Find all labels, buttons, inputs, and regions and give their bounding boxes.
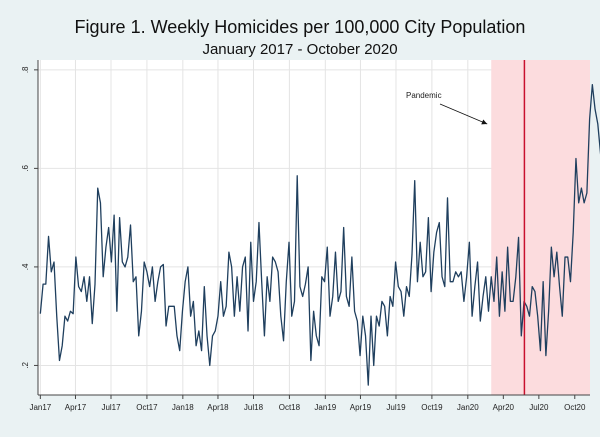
x-tick-label: Jan19 — [314, 403, 336, 412]
chart-title: Figure 1. Weekly Homicides per 100,000 C… — [75, 17, 526, 37]
y-tick-label: .6 — [21, 164, 30, 171]
x-tick-label: Jul20 — [529, 403, 549, 412]
x-tick-label: Jan17 — [29, 403, 51, 412]
annotation-pandemic-label: Pandemic — [406, 91, 442, 100]
x-tick-label: Jan20 — [457, 403, 479, 412]
axes: .2 .4 .6 .8 Jan17 Apr17 Jul17 Oct17 Jan18 Apr18 Ju… — [21, 60, 590, 412]
x-tick-label: Oct20 — [564, 403, 586, 412]
annotation-arrow — [439, 103, 488, 125]
annotation-arrowhead — [481, 119, 488, 125]
y-tick-label: .4 — [21, 263, 30, 270]
x-tick-label: Jul18 — [244, 403, 264, 412]
x-tick-label: Apr17 — [65, 403, 87, 412]
x-tick-label: Oct19 — [421, 403, 443, 412]
x-tick-label: Apr19 — [350, 403, 372, 412]
y-tick-label: .8 — [21, 66, 30, 73]
x-tick-label: Jul17 — [101, 403, 121, 412]
x-tick-label: Oct18 — [279, 403, 301, 412]
x-tick-label: Oct17 — [136, 403, 158, 412]
y-tick-label: .2 — [21, 362, 30, 369]
annotation-layer: Pandemic — [406, 91, 488, 125]
series-layer — [39, 83, 600, 386]
x-tick-label: Apr20 — [493, 403, 515, 412]
x-tick-label: Jul19 — [386, 403, 406, 412]
series-line-weekly-homicides — [39, 83, 600, 386]
x-tick-label: Jan18 — [172, 403, 194, 412]
chart-subtitle: January 2017 - October 2020 — [202, 41, 397, 58]
x-tick-label: Apr18 — [207, 403, 229, 412]
